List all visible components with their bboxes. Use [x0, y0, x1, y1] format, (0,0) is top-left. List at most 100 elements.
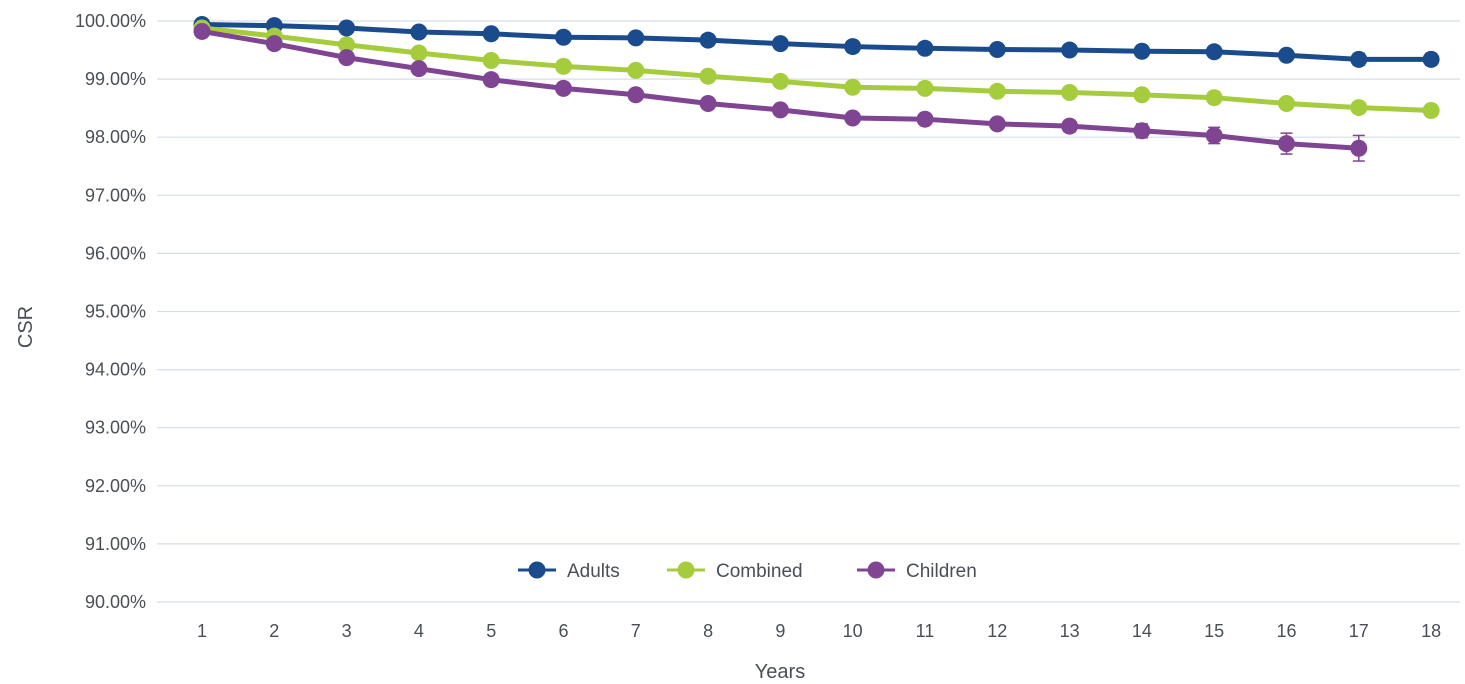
data-point-children	[844, 109, 862, 127]
y-tick-label: 92.00%	[85, 476, 146, 496]
legend-marker	[677, 561, 695, 579]
grid-lines	[157, 20, 1460, 603]
y-tick-label: 96.00%	[85, 243, 146, 263]
data-point-combined	[1278, 95, 1295, 113]
x-tick-label: 1	[197, 621, 207, 641]
y-tick-label: 97.00%	[85, 185, 146, 205]
x-tick-label: 16	[1276, 621, 1296, 641]
x-tick-label: 2	[269, 621, 279, 641]
x-tick-label: 11	[916, 621, 935, 641]
x-tick-label: 12	[987, 621, 1007, 641]
data-point-children	[338, 49, 356, 67]
y-tick-label: 91.00%	[85, 534, 146, 554]
data-point-adults	[1350, 50, 1368, 68]
series-adults	[193, 15, 1440, 68]
data-point-adults	[1061, 41, 1079, 59]
series-children	[193, 22, 1368, 162]
series-line-combined	[199, 25, 1434, 113]
data-point-adults	[555, 28, 572, 46]
data-point-children	[410, 60, 428, 78]
data-point-children	[699, 95, 717, 113]
x-tick-label: 15	[1204, 621, 1224, 641]
data-point-adults	[482, 25, 500, 43]
data-point-combined	[1205, 89, 1223, 107]
data-point-combined	[844, 78, 862, 96]
data-point-adults	[699, 31, 717, 49]
x-tick-label: 13	[1060, 621, 1080, 641]
data-point-combined	[1422, 101, 1440, 119]
x-tick-label: 6	[558, 621, 568, 641]
data-point-adults	[1133, 42, 1151, 60]
x-tick-label: 17	[1349, 621, 1369, 641]
data-point-adults	[988, 40, 1006, 58]
x-tick-label: 9	[775, 621, 785, 641]
series-combined	[193, 19, 1440, 119]
x-tick-label: 14	[1132, 621, 1152, 641]
data-point-children	[1133, 122, 1151, 140]
data-point-children	[1350, 139, 1368, 157]
data-point-combined	[699, 67, 717, 85]
y-tick-label: 90.00%	[85, 592, 146, 612]
data-point-adults	[410, 23, 428, 41]
data-point-children	[771, 101, 789, 119]
data-point-children	[1061, 117, 1079, 135]
data-point-children	[1278, 135, 1295, 153]
x-axis-title: Years	[755, 661, 805, 683]
data-point-combined	[482, 52, 500, 70]
legend-marker	[528, 561, 546, 579]
data-point-combined	[988, 82, 1006, 100]
legend-marker	[867, 561, 885, 579]
data-point-children	[482, 71, 500, 89]
data-point-adults	[338, 19, 356, 37]
y-tick-label: 95.00%	[85, 302, 146, 322]
data-point-children	[916, 110, 934, 128]
legend-label: Combined	[716, 561, 803, 582]
y-axis-tick-labels: 90.00% 91.00% 92.00% 93.00% 94.00% 95.00% 96.0…	[75, 11, 146, 612]
data-point-combined	[1061, 83, 1079, 101]
legend-label: Adults	[567, 561, 620, 582]
data-point-combined	[1350, 99, 1368, 117]
legend-item-children: Children	[857, 561, 977, 582]
legend-label: Children	[906, 561, 977, 582]
data-point-children	[193, 22, 211, 40]
data-point-combined	[627, 61, 645, 79]
data-point-combined	[771, 72, 789, 90]
data-point-adults	[1205, 43, 1223, 61]
data-point-combined	[916, 79, 934, 97]
data-point-children	[627, 86, 645, 104]
data-point-combined	[410, 44, 428, 62]
y-tick-label: 98.00%	[85, 127, 146, 147]
data-point-adults	[1422, 50, 1440, 68]
data-point-combined	[1133, 86, 1151, 104]
x-tick-label: 3	[342, 621, 352, 641]
data-point-adults	[844, 38, 862, 56]
x-tick-label: 5	[486, 621, 496, 641]
data-point-children	[265, 35, 283, 53]
series-layer	[193, 15, 1440, 162]
data-point-adults	[1278, 46, 1295, 64]
data-point-adults	[771, 35, 789, 53]
data-point-adults	[627, 29, 645, 47]
x-tick-label: 18	[1421, 621, 1441, 641]
data-point-adults	[916, 39, 934, 57]
data-point-children	[555, 79, 572, 97]
legend-item-combined: Combined	[667, 561, 803, 582]
legend-item-adults: Adults	[518, 561, 620, 582]
y-tick-label: 100.00%	[75, 11, 146, 31]
x-tick-label: 10	[843, 621, 863, 641]
y-axis-title: CSR	[15, 306, 37, 348]
y-tick-label: 99.00%	[85, 69, 146, 89]
legend: Adults Combined Children	[518, 561, 977, 582]
x-tick-label: 8	[703, 621, 713, 641]
data-point-children	[988, 115, 1006, 133]
data-point-combined	[338, 36, 356, 54]
x-tick-label: 7	[631, 621, 641, 641]
data-point-combined	[555, 57, 572, 75]
y-tick-label: 93.00%	[85, 418, 146, 438]
y-tick-label: 94.00%	[85, 360, 146, 380]
data-point-children	[1205, 126, 1223, 144]
x-axis-tick-labels: 1 2 3 4 5 6 7 8 9 10 11 12 13 14 15 16 17 18	[197, 621, 1441, 641]
series-line-adults	[199, 21, 1434, 62]
x-tick-label: 4	[414, 621, 424, 641]
